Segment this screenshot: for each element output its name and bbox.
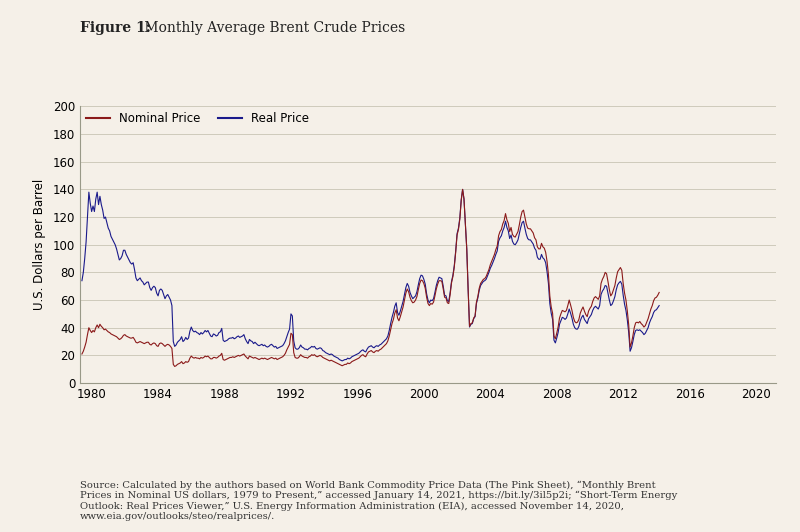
Text: Figure 1:: Figure 1: [80, 21, 151, 35]
Text: Monthly Average Brent Crude Prices: Monthly Average Brent Crude Prices [140, 21, 406, 35]
Text: Source: Calculated by the authors based on World Bank Commodity Price Data (The : Source: Calculated by the authors based … [80, 480, 678, 521]
Y-axis label: U.S. Dollars per Barrel: U.S. Dollars per Barrel [33, 179, 46, 310]
Legend: Nominal Price, Real Price: Nominal Price, Real Price [86, 112, 309, 126]
